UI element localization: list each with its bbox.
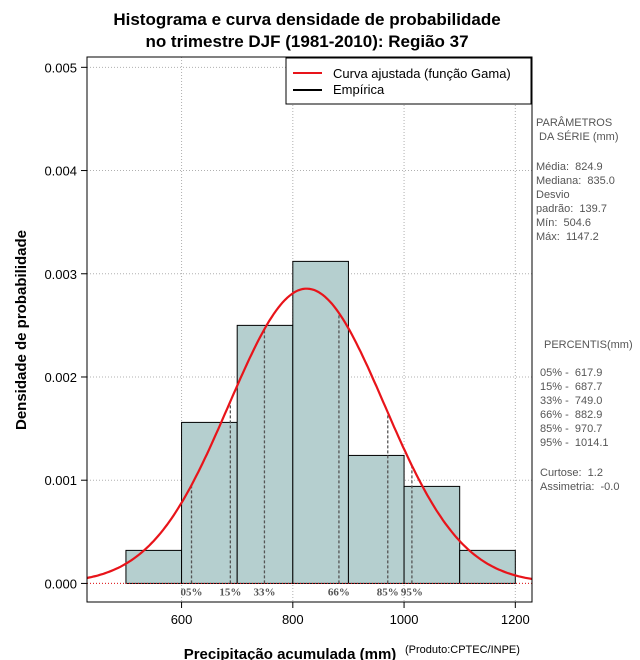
y-tick-label: 0.005 [44, 60, 77, 75]
x-axis-label: Precipitação acumulada (mm) [184, 646, 397, 660]
percentile-label: 05% [181, 586, 203, 598]
legend: Curva ajustada (função Gama) Empírica [285, 57, 532, 105]
percentile-label: 66% [328, 586, 350, 598]
moments-body: Curtose: 1.2 Assimetria: -0.0 [540, 467, 620, 493]
percentile-label: 85% [377, 586, 399, 598]
axes: 600 800 1000 1200 0.000 0.001 0.002 0.003 0.004 0… [44, 60, 529, 627]
legend-box [285, 57, 532, 105]
fitted-curve-line [86, 287, 533, 581]
fitted-curve [86, 287, 533, 581]
x-tick-label: 600 [171, 612, 193, 627]
chart-title-line-1: Histograma e curva densidade de probabil… [113, 10, 500, 29]
chart-title-line-2: no trimestre DJF (1981-2010): Região 37 [145, 32, 468, 51]
y-tick-label: 0.001 [44, 473, 77, 488]
percentile-label: 95% [401, 586, 423, 598]
y-tick-label: 0.000 [44, 576, 77, 591]
x-tick-label: 800 [282, 612, 304, 627]
histogram-bar [236, 324, 294, 584]
histogram-bar [292, 260, 349, 584]
histogram-bars [125, 260, 516, 584]
y-tick-label: 0.004 [44, 164, 77, 179]
percentile-label: 33% [253, 586, 275, 598]
histogram-bar [347, 454, 405, 584]
stats-body: Média: 824.9 Mediana: 835.0 Desvio padrã… [536, 161, 615, 243]
y-tick-label: 0.002 [44, 370, 77, 385]
histogram-bar [459, 549, 516, 584]
legend-label-empirical: Empírica [333, 82, 385, 97]
y-axis-label: Densidade de probabilidade [13, 230, 30, 430]
legend-label-curve: Curva ajustada (função Gama) [333, 66, 511, 81]
x-tick-label: 1000 [390, 612, 419, 627]
percentile-lines: 05% 15% 33% 66% 85% 95% [87, 312, 532, 598]
plot-frame [86, 56, 533, 603]
y-tick-label: 0.003 [44, 267, 77, 282]
percentile-label: 15% [219, 586, 241, 598]
x-tick-label: 1200 [501, 612, 530, 627]
credit-label: (Produto:CPTEC/INPE) [405, 644, 520, 656]
stats-header: PARÂMETROS DA SÉRIE (mm) [536, 117, 619, 143]
histogram-bar [125, 549, 183, 584]
percentis-header: PERCENTIS(mm) [544, 339, 633, 351]
percentis-body: 05% - 617.9 15% - 687.7 33% - 749.0 66% … [540, 367, 609, 449]
